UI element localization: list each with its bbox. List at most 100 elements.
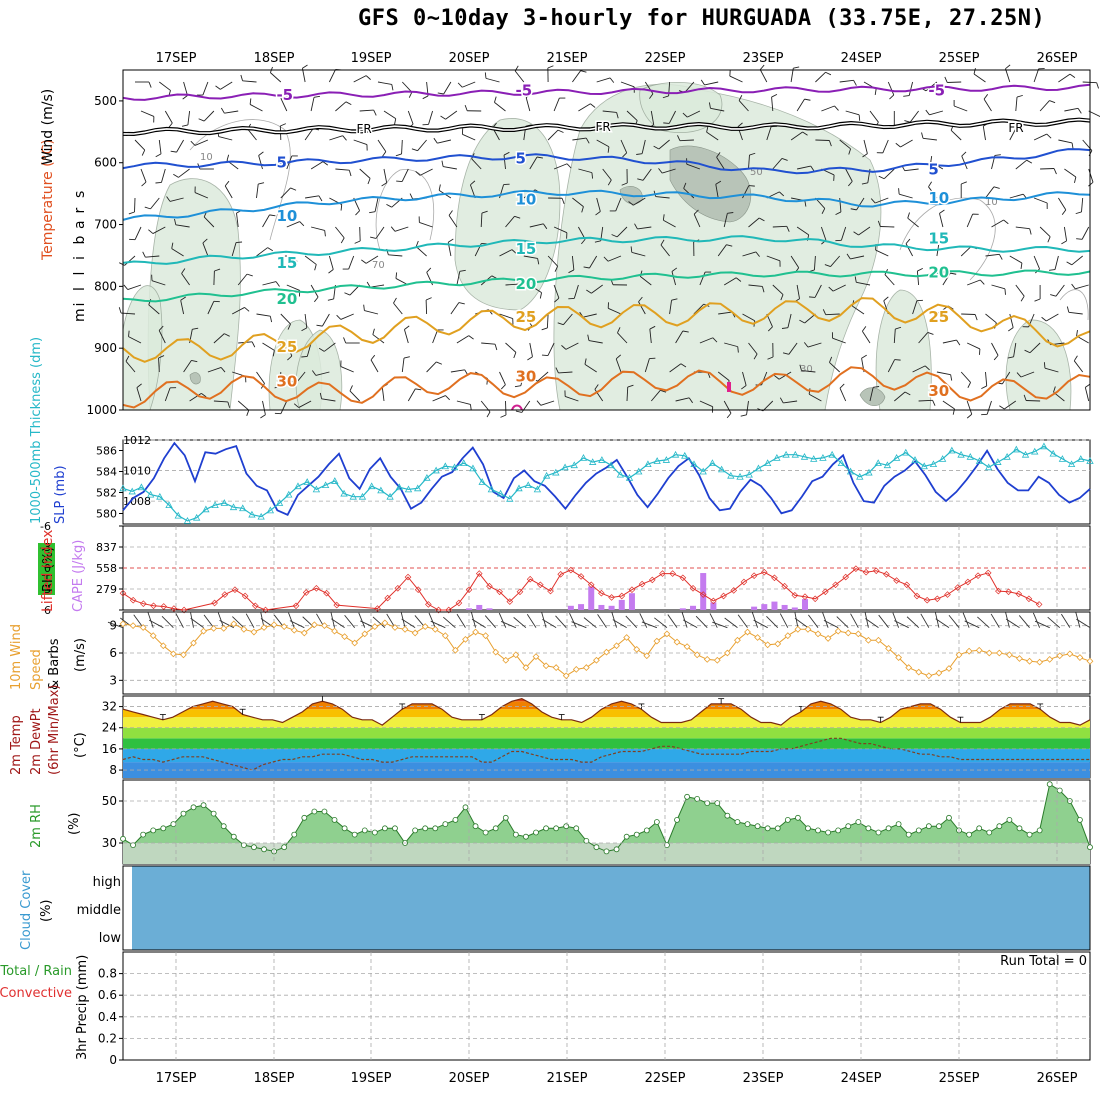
wind-barb-flag xyxy=(862,153,868,158)
wind-barb xyxy=(419,222,433,228)
thickness-point xyxy=(487,485,496,493)
surface-barb xyxy=(865,618,879,629)
lifted-index-point xyxy=(954,584,961,591)
cape-bar xyxy=(608,605,615,610)
wind-barb-flag xyxy=(799,319,805,324)
wind-barb xyxy=(547,129,559,141)
cape-bar xyxy=(618,599,625,610)
lifted-index-point xyxy=(689,584,697,592)
rh-point xyxy=(1087,844,1093,851)
wind-barb-flag xyxy=(607,146,610,153)
surface-wind-barbs xyxy=(107,611,1091,629)
wind-barb-flag xyxy=(779,397,784,404)
wind-barb-flag xyxy=(226,154,230,161)
wind-barb xyxy=(663,219,676,228)
rh-point xyxy=(895,821,902,827)
rh-shading-core xyxy=(189,372,201,385)
thickness-tick-label: 580 xyxy=(96,508,117,521)
wind-barb-flag xyxy=(391,84,394,91)
rh-point xyxy=(200,802,207,809)
surface-barb xyxy=(542,619,557,629)
wind-barb-flag xyxy=(993,355,999,361)
cloud-level-label: middle xyxy=(77,903,121,918)
wind-speed-point xyxy=(734,636,741,644)
wind-barb xyxy=(1081,197,1084,212)
wind-barb xyxy=(966,213,974,228)
thickness-point xyxy=(165,501,173,508)
thickness-point xyxy=(644,460,652,468)
x-label-bottom: 22SEP xyxy=(645,1071,686,1086)
wind-barb-flag xyxy=(861,182,868,185)
wind-barb xyxy=(858,226,871,236)
wind-barb-flag xyxy=(318,347,325,352)
thickness-point xyxy=(653,457,661,464)
wind-barb xyxy=(315,371,330,376)
wind-barb xyxy=(1009,127,1017,141)
wind-barb xyxy=(787,313,792,328)
wind-barb-flag xyxy=(236,241,243,243)
wind-barb xyxy=(573,284,579,299)
wind-barb-flag xyxy=(809,296,816,298)
cloud-unit-label: (%) xyxy=(39,900,54,923)
temp-y-label: 8 xyxy=(109,763,117,777)
lifted-index-point xyxy=(262,606,269,614)
wind-barb-flag xyxy=(1075,211,1082,215)
wind-barb xyxy=(839,79,854,83)
wind-barb-flag xyxy=(136,383,142,388)
wind-barb-flag xyxy=(1085,383,1091,388)
wind-barb-flag xyxy=(240,74,243,81)
precip-y-label: 0.4 xyxy=(98,1010,117,1024)
wind-barb-flag xyxy=(290,187,297,191)
wind-barb-flag xyxy=(737,346,739,353)
rh-point xyxy=(301,814,308,821)
wind-barb xyxy=(301,68,306,83)
wind-barb-flag xyxy=(905,238,911,244)
thickness-point xyxy=(1077,455,1085,462)
thickness-point xyxy=(911,456,919,463)
wind-barb-flag xyxy=(464,104,468,111)
wind-barb xyxy=(159,81,171,91)
rh-point xyxy=(432,825,439,832)
wind-barb xyxy=(213,400,228,403)
precip-side-label: 3hr Precip (mm) xyxy=(75,955,90,1060)
lifted-index-point xyxy=(984,569,992,577)
lifted-index-point xyxy=(150,602,157,610)
wind-barb-flag xyxy=(344,292,351,296)
wind-barb xyxy=(207,301,215,315)
rh-point xyxy=(341,825,348,832)
wind-barb xyxy=(796,98,805,112)
wind-barb-flag xyxy=(370,236,377,239)
wind-barb-flag xyxy=(594,240,601,243)
wind-barb-flag xyxy=(627,384,634,388)
wind-barb-flag xyxy=(628,201,634,206)
wind-speed-point xyxy=(452,646,459,654)
wind-barb xyxy=(907,217,919,228)
wind-speed-point xyxy=(764,641,772,649)
wind-barb-flag xyxy=(408,92,413,98)
surface-barb xyxy=(850,613,859,628)
lifted-index-point xyxy=(872,567,880,575)
x-label-top: 19SEP xyxy=(351,51,392,66)
wind-barb xyxy=(887,359,896,373)
slp-side-label: 1000-500mb Thickness (dm) xyxy=(29,337,44,524)
wind-barb-flag xyxy=(426,267,432,273)
lifted-index-point xyxy=(862,568,870,576)
wind-speed-point xyxy=(220,625,228,632)
wind-barb xyxy=(983,98,992,112)
slp-tick-label: 1008 xyxy=(123,495,151,508)
cloud-level-label: low xyxy=(99,931,122,946)
thickness-point xyxy=(810,455,818,462)
wind-barb-flag xyxy=(767,356,774,360)
wind-barb-flag xyxy=(214,268,221,272)
wind-barb xyxy=(602,168,612,181)
wind-side-text: & Barbs xyxy=(47,638,62,690)
wind-barb-flag xyxy=(119,262,125,266)
wind-barb xyxy=(145,255,160,258)
wind-barb-flag xyxy=(932,400,936,406)
rh-point xyxy=(744,821,751,827)
wind-barb-flag xyxy=(484,72,487,79)
temp-band xyxy=(123,717,1090,728)
wind-barb xyxy=(588,340,603,344)
wind-barb-flag xyxy=(615,354,622,360)
